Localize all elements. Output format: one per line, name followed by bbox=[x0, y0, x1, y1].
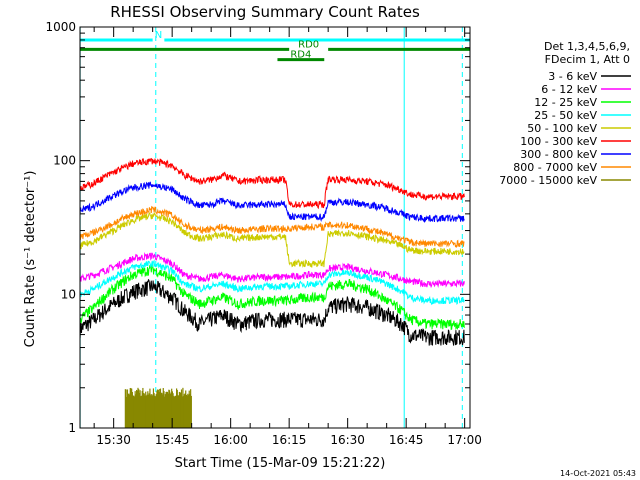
series-line bbox=[79, 252, 465, 289]
series-2 bbox=[79, 252, 465, 289]
series-line bbox=[79, 278, 465, 346]
series-3 bbox=[79, 262, 465, 331]
series-4 bbox=[79, 258, 465, 306]
plot-frame bbox=[79, 26, 471, 429]
y-axis-label: Count Rate (s⁻¹ detector⁻¹) bbox=[23, 171, 38, 348]
bar-rd4: RD4 bbox=[277, 50, 325, 62]
legend-entry-label: 25 - 50 keV bbox=[534, 109, 597, 122]
series-7 bbox=[79, 181, 465, 223]
legend-entry-label: 300 - 800 keV bbox=[520, 148, 597, 161]
y-tick-label: 1000 bbox=[45, 20, 76, 34]
x-tick-label: 16:00 bbox=[213, 433, 248, 447]
legend-entry-label: 6 - 12 keV bbox=[541, 83, 597, 96]
series-9 bbox=[124, 387, 192, 428]
legend-header-line: FDecim 1, Att 0 bbox=[545, 53, 630, 66]
legend-entry-label: 100 - 300 keV bbox=[520, 135, 597, 148]
legend-header-line: Det 1,3,4,5,6,9, bbox=[544, 40, 630, 53]
x-tick-label: 15:30 bbox=[96, 433, 131, 447]
chart-title: RHESSI Observing Summary Count Rates bbox=[110, 3, 420, 21]
legend-entry-label: 800 - 7000 keV bbox=[513, 161, 597, 174]
bar-label: N bbox=[155, 30, 162, 41]
y-tick-label: 10 bbox=[61, 287, 76, 301]
legend: Det 1,3,4,5,6,9,FDecim 1, Att 0 3 - 6 keV… bbox=[499, 40, 631, 187]
series-line bbox=[79, 258, 465, 306]
y-tick-label: 100 bbox=[53, 154, 76, 168]
x-tick-label: 17:00 bbox=[447, 433, 482, 447]
series-layer bbox=[79, 157, 465, 428]
series-1 bbox=[79, 278, 465, 346]
x-tick-label: 16:45 bbox=[389, 433, 424, 447]
series-line bbox=[79, 157, 465, 210]
series-6 bbox=[79, 157, 465, 210]
series-line bbox=[79, 181, 465, 223]
x-axis-label: Start Time (15-Mar-09 15:21:22) bbox=[175, 456, 386, 471]
legend-entry-label: 7000 - 15000 keV bbox=[499, 174, 597, 187]
x-tick-label: 16:15 bbox=[272, 433, 307, 447]
bar-label: RD0 bbox=[298, 39, 319, 50]
timestamp-footer: 14-Oct-2021 05:43 bbox=[560, 469, 636, 478]
bar-label: RD4 bbox=[290, 50, 311, 61]
series-line bbox=[79, 205, 465, 248]
x-tick-label: 16:30 bbox=[330, 433, 365, 447]
axes: 1 10 100 1000 15:30 15:45 16:00 16:15 16:30 16:45… bbox=[45, 20, 482, 447]
legend-entry-label: 12 - 25 keV bbox=[534, 96, 597, 109]
legend-entry-label: 3 - 6 keV bbox=[548, 70, 597, 83]
series-line bbox=[79, 262, 465, 331]
series-line bbox=[79, 211, 465, 268]
bar-rd0: RD0 bbox=[80, 39, 470, 51]
series-8 bbox=[79, 205, 465, 248]
bar-n: N bbox=[80, 30, 470, 42]
y-tick-label: 1 bbox=[68, 421, 76, 435]
legend-entry-label: 50 - 100 keV bbox=[527, 122, 597, 135]
x-tick-label: 15:45 bbox=[155, 433, 190, 447]
series-5 bbox=[79, 211, 465, 268]
